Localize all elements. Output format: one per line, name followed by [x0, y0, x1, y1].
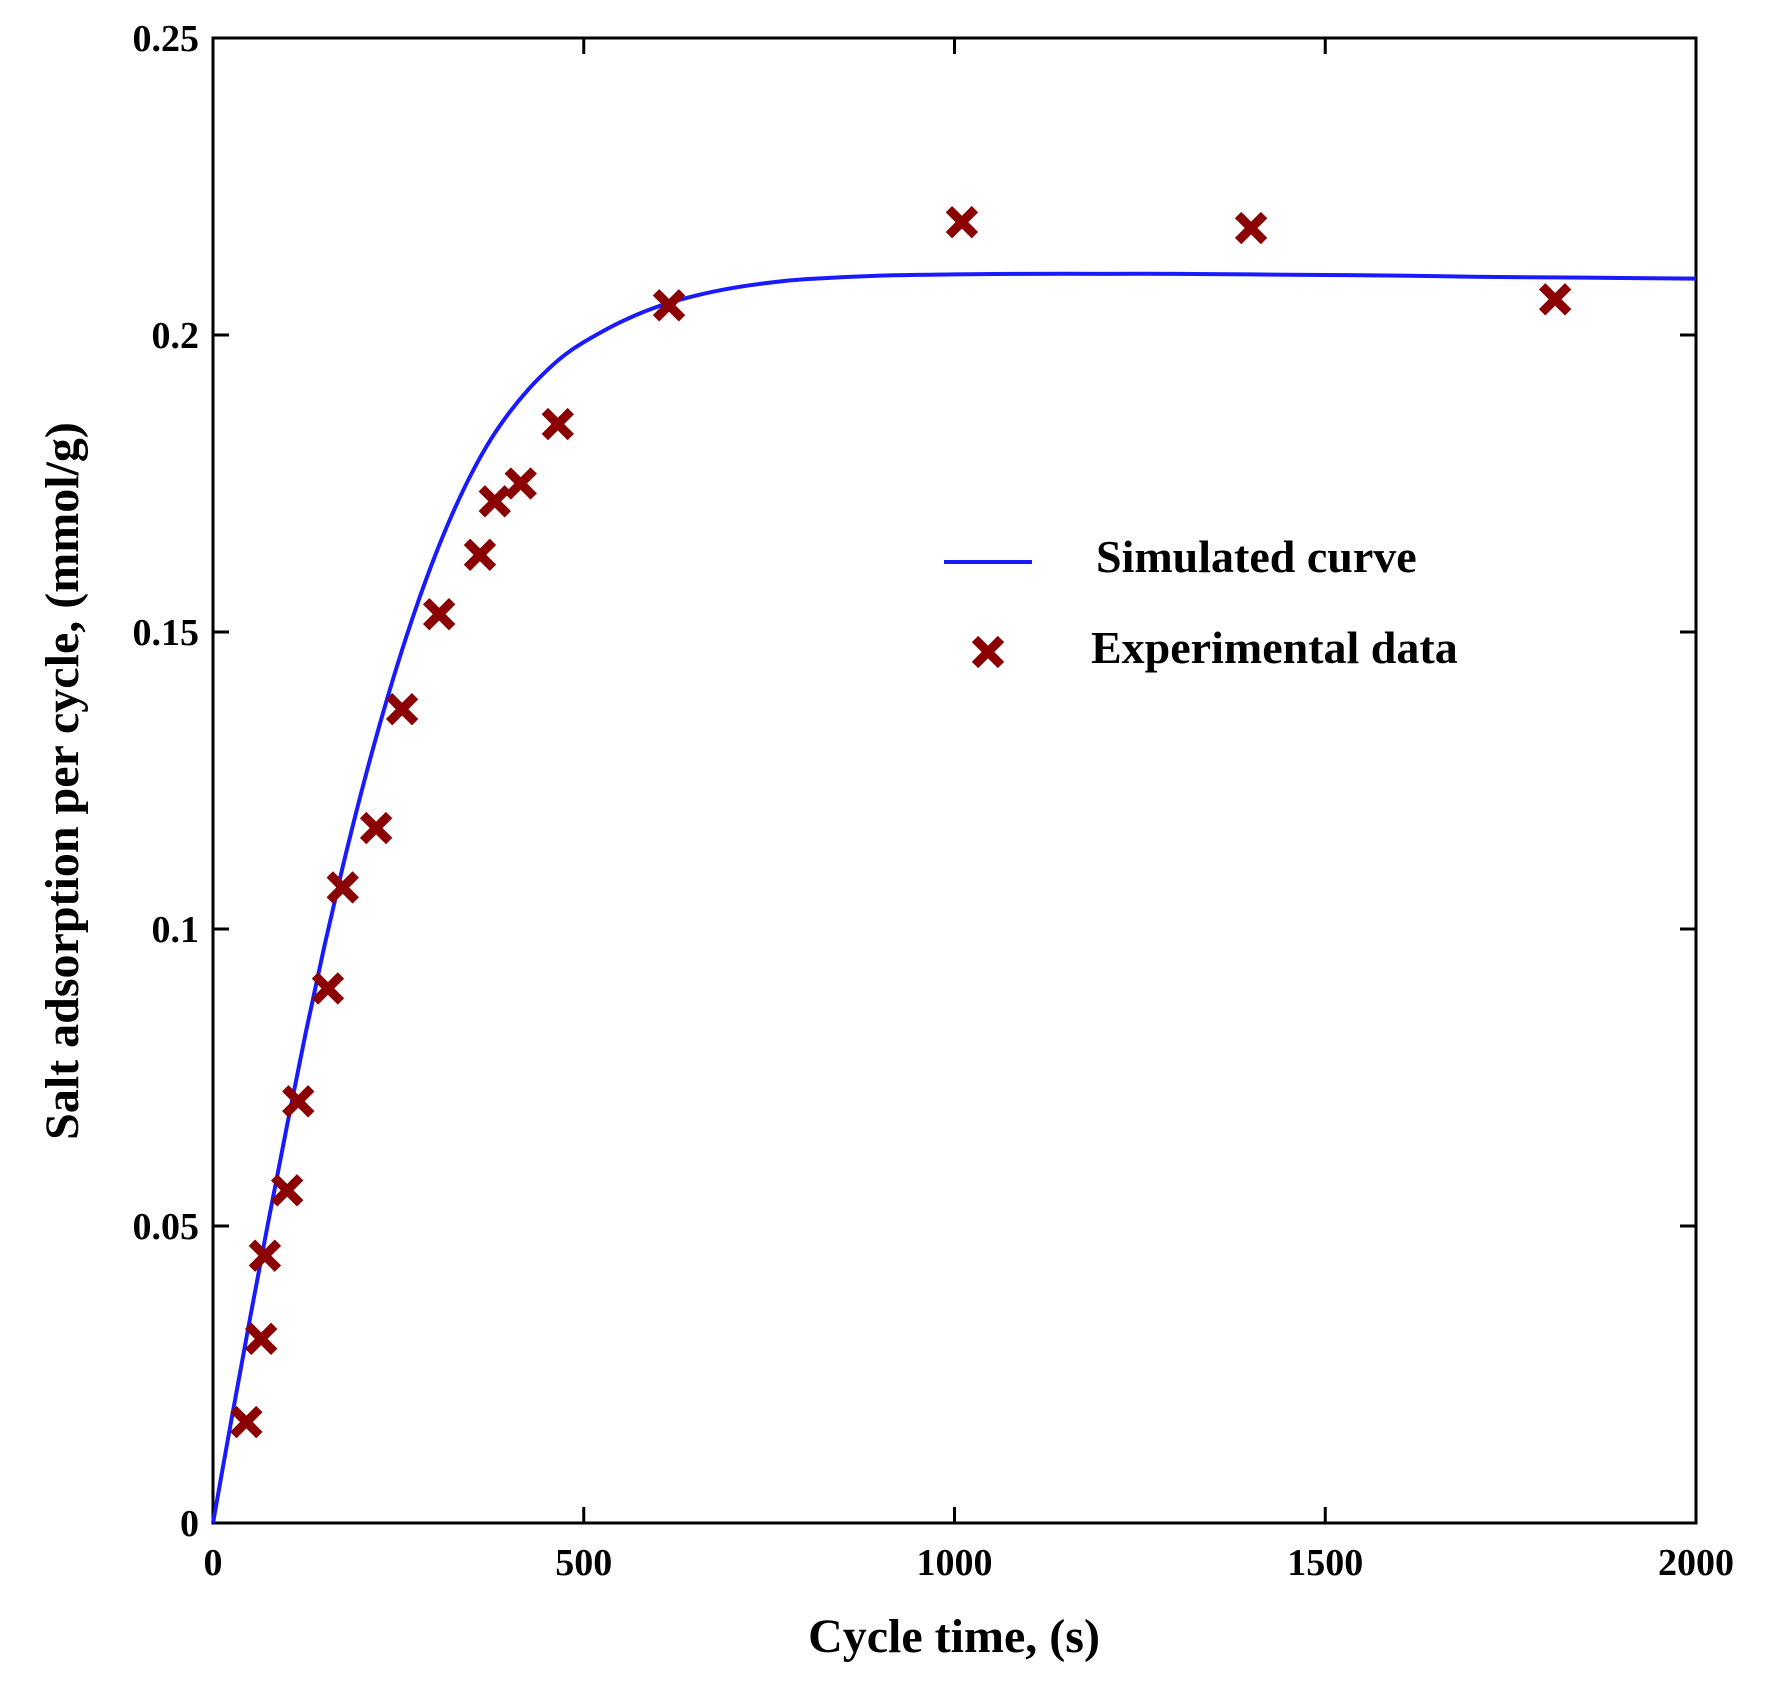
x-tick-label: 2000 [1658, 1542, 1734, 1584]
marker-stroke [422, 597, 456, 631]
experimental-data-point [311, 972, 345, 1005]
x-tick-label: 1000 [917, 1542, 993, 1584]
marker-stroke [478, 485, 511, 518]
x-tick-label: 0 [204, 1542, 223, 1584]
marker-stroke [1234, 211, 1268, 245]
marker-stroke [311, 972, 345, 1005]
experimental-data-point [1234, 211, 1268, 245]
experimental-data-point [945, 205, 979, 239]
experimental-data-point [541, 407, 574, 441]
x-tick-labels: 0 500 1000 1500 2000 [204, 1542, 1735, 1584]
x-axis-title: Cycle time, (s) [808, 1610, 1100, 1663]
marker-stroke [270, 1174, 304, 1207]
tick-marks [211, 36, 1698, 1525]
marker-stroke [463, 538, 497, 571]
legend: Simulated curve Experimental data [944, 531, 1458, 673]
experimental-data-point [478, 485, 511, 518]
experimental-data-point [463, 538, 497, 571]
y-tick-label: 0.25 [133, 18, 200, 60]
experimental-data-point [270, 1174, 304, 1207]
experimental-data-point [422, 597, 456, 631]
y-tick-label: 0.15 [133, 612, 200, 654]
x-tick-label: 1500 [1287, 1542, 1363, 1584]
y-tick-label: 0.05 [133, 1206, 200, 1248]
y-tick-label: 0.1 [152, 909, 200, 951]
marker-stroke [326, 871, 359, 904]
experimental-data-point [282, 1085, 315, 1118]
y-tick-label: 0.2 [152, 315, 200, 357]
experimental-data-point [1538, 283, 1572, 316]
experimental-data-point [326, 871, 359, 904]
marker-stroke [230, 1405, 263, 1439]
experimental-data-point [248, 1239, 282, 1272]
experimental-data-point [245, 1322, 278, 1356]
experimental-data-point [504, 467, 537, 500]
marker-stroke [652, 289, 686, 322]
marker-stroke [245, 1322, 278, 1356]
experimental-data-point [230, 1405, 263, 1439]
experimental-data-point [652, 289, 686, 322]
legend-x-marker [971, 635, 1005, 669]
legend-experimental-label: Experimental data [1091, 622, 1458, 673]
marker-stroke [1538, 283, 1572, 316]
experimental-data-point [359, 811, 393, 845]
marker-stroke [971, 635, 1005, 669]
simulated-curve-line [211, 271, 1697, 1524]
marker-stroke [359, 811, 393, 845]
marker-stroke [504, 467, 537, 500]
marker-stroke [385, 693, 419, 726]
experimental-data-point [385, 693, 419, 726]
marker-stroke [541, 407, 574, 441]
legend-simulated-label: Simulated curve [1096, 531, 1417, 582]
y-tick-label: 0 [180, 1503, 199, 1545]
marker-stroke [248, 1239, 282, 1272]
marker-stroke [282, 1085, 315, 1118]
legend-experimental-swatch [971, 635, 1005, 669]
x-tick-label: 500 [555, 1542, 612, 1584]
y-axis-title: Salt adsorption per cycle, (mmol/g) [36, 422, 89, 1140]
y-tick-labels: 0 0.05 0.1 0.15 0.2 0.25 [133, 18, 200, 1545]
marker-stroke [945, 205, 979, 239]
series-layer [211, 205, 1697, 1524]
plot-frame [211, 36, 1698, 1525]
